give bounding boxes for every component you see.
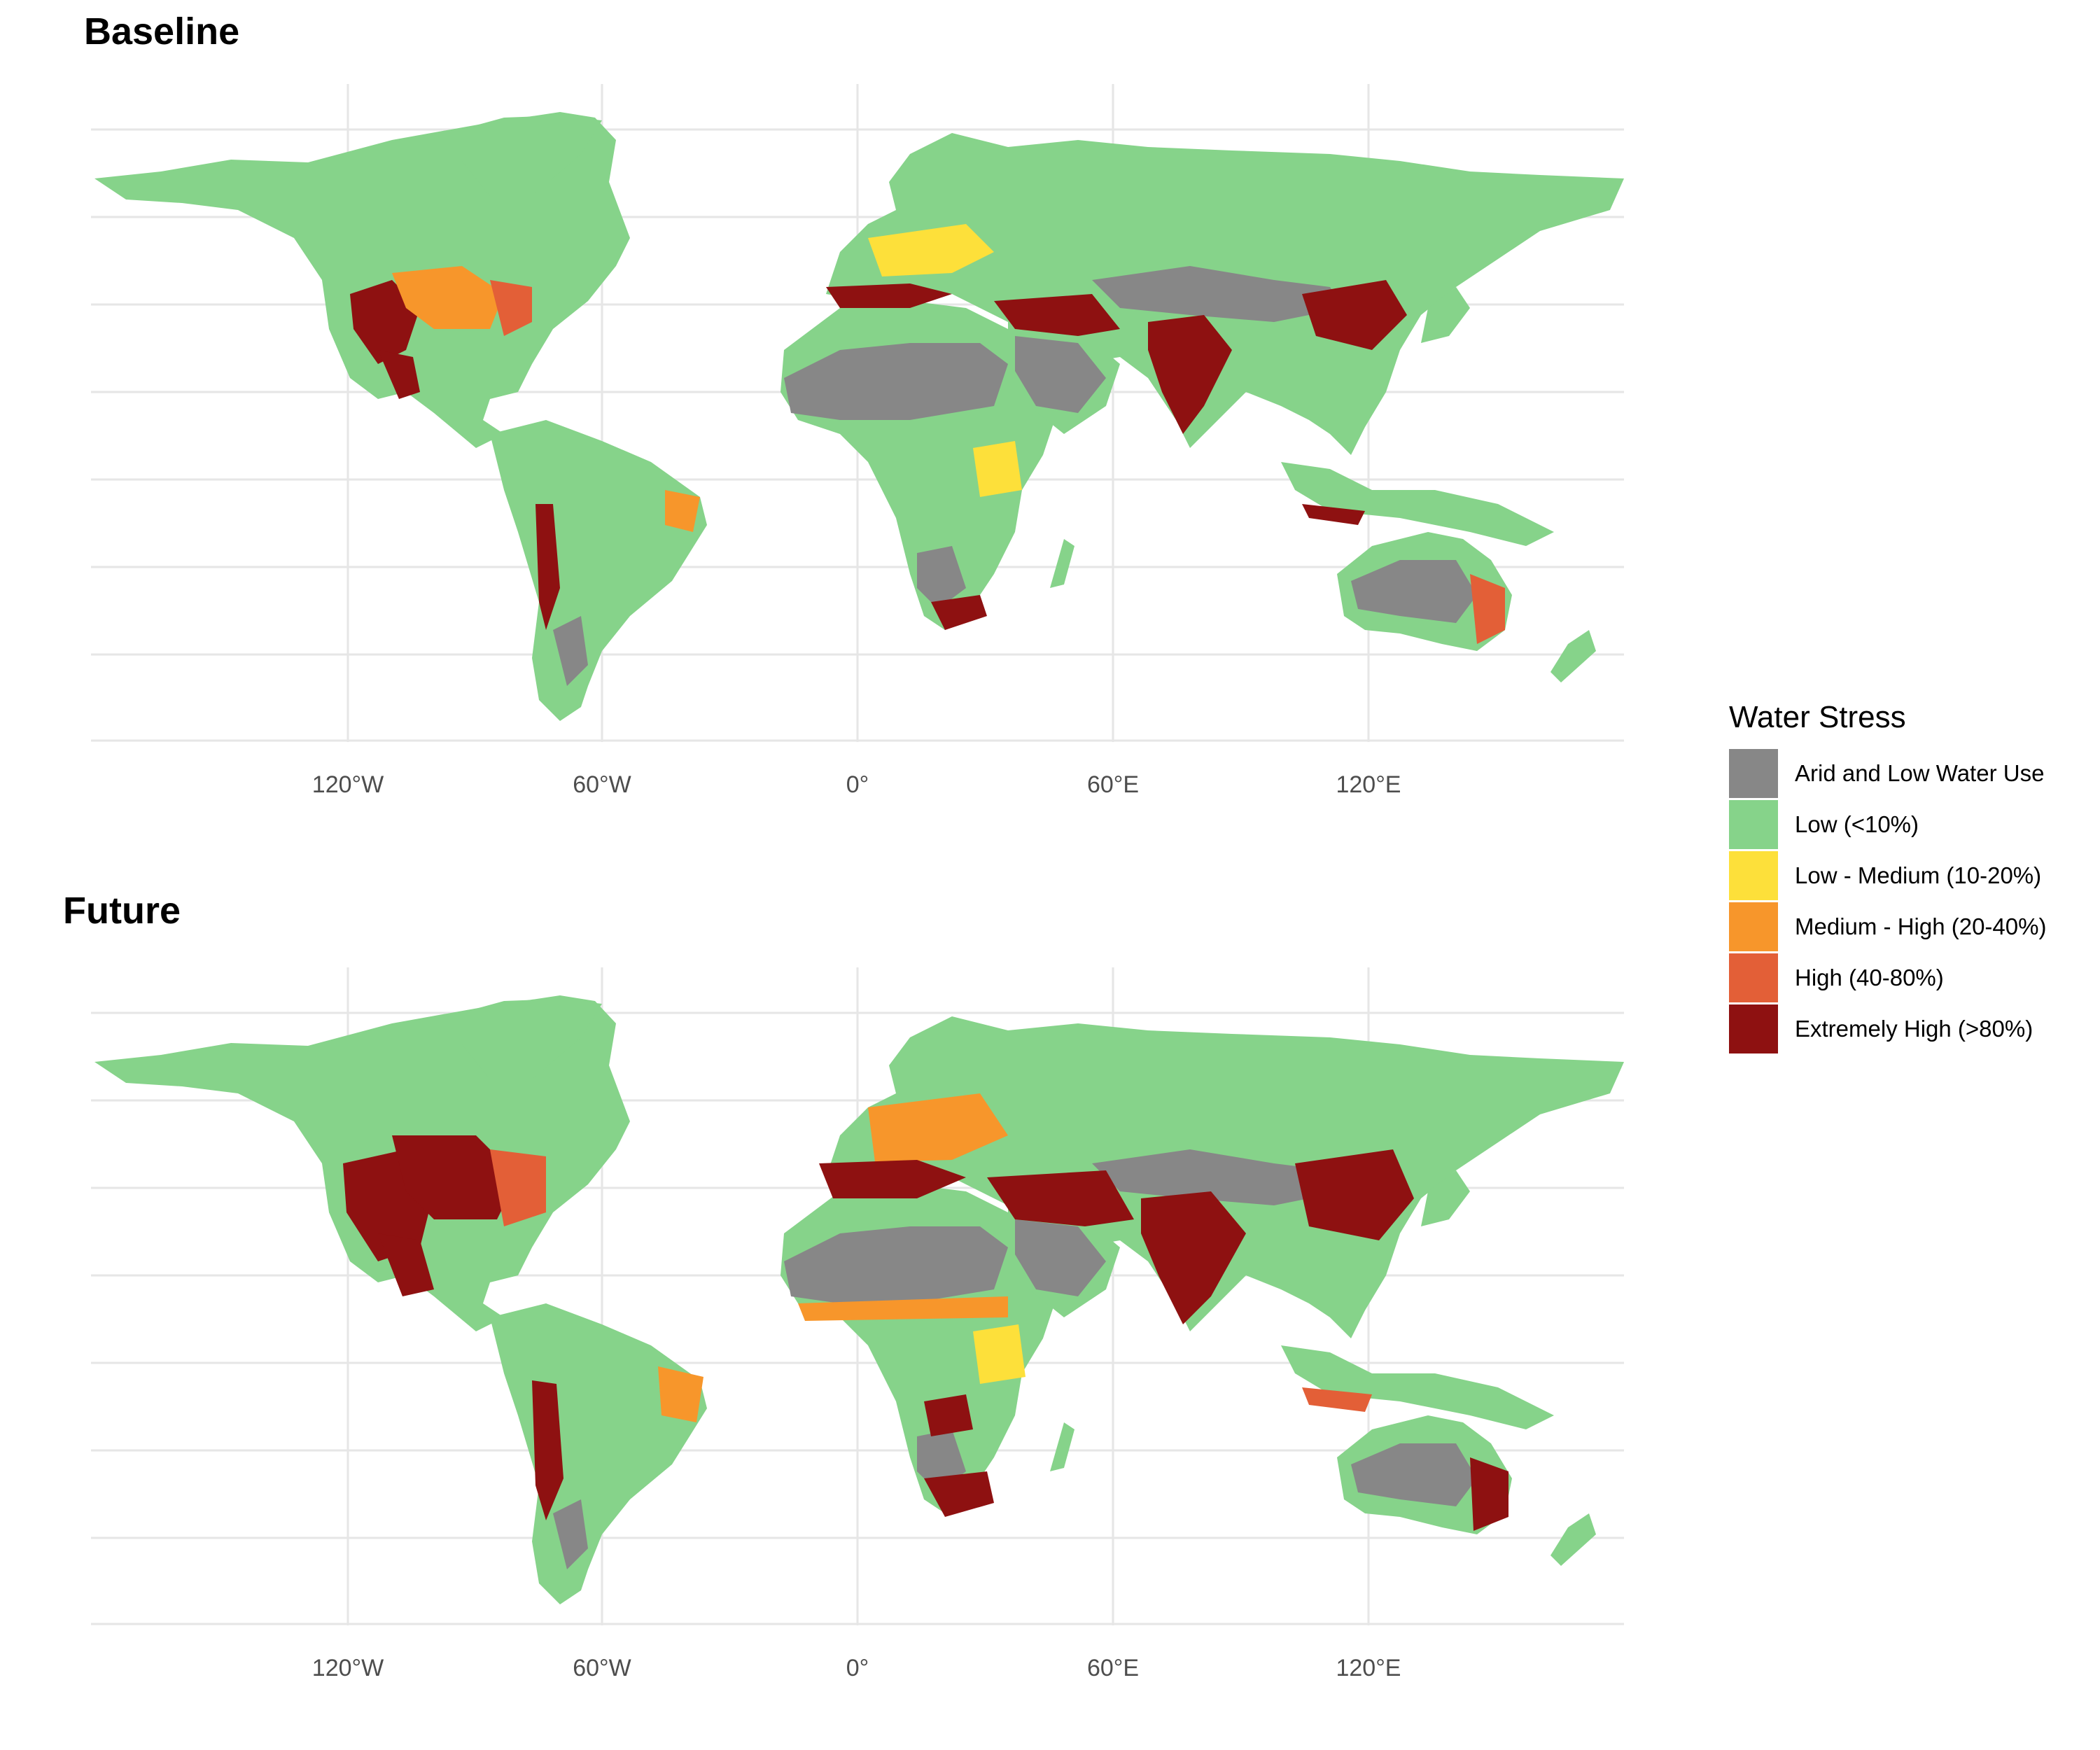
us-east-stress [490,280,532,336]
baseline-panel-title: Baseline [84,10,240,52]
brazil-east-stress [658,1366,704,1422]
x-tick-label: 60°W [573,771,631,798]
x-tick-label: 0° [846,1655,869,1681]
legend-title: Water Stress [1729,700,1906,734]
india-stress [1148,315,1232,434]
brazil-east-stress [665,490,700,532]
legend-label: Low (<10%) [1795,811,1919,837]
x-tick-label: 120°W [312,771,384,798]
australia-east-stress [1470,574,1505,644]
legend: Water Stress Arid and Low Water Use Low … [1729,700,2046,1054]
sahel-stress [798,1296,1008,1321]
legend-swatch [1729,799,1778,849]
x-tick-label: 60°W [573,1655,631,1681]
legend-item: Low (<10%) [1729,799,2046,850]
japan-shape [1421,287,1470,343]
new-zealand-shape [1550,630,1596,682]
legend-label: Arid and Low Water Use [1795,760,2045,786]
legend-label: High (40-80%) [1795,964,1944,990]
east-africa-stress [973,441,1022,497]
patagonia-arid [553,616,588,686]
x-tick-label: 120°E [1336,1655,1401,1681]
future-panel-title: Future [63,890,181,932]
madagascar-shape [1050,539,1074,588]
australia-arid [1351,1443,1477,1506]
indonesia-stress [1302,1387,1372,1412]
future-x-axis: 120°W 60°W 0° 60°E 120°E [312,1655,1401,1681]
south-america-shape [490,1303,707,1604]
australia-east-stress [1470,1457,1508,1531]
us-plains-stress [392,266,504,329]
legend-item: High (40-80%) [1729,952,2046,1003]
legend-swatch [1729,748,1778,798]
us-west-stress [350,280,420,364]
kalahari-arid [917,546,966,609]
southeast-asia-islands [1281,462,1554,546]
new-zealand-shape [1550,1513,1596,1566]
south-africa-stress [931,595,987,630]
mediterranean-stress [826,284,952,308]
central-asia-arid [1092,266,1344,322]
legend-label: Medium - High (20-40%) [1795,913,2047,939]
x-tick-label: 120°W [312,1655,384,1681]
sahara-arid [784,343,1008,420]
europe-stress [868,224,994,276]
mediterranean-stress [819,1160,966,1198]
southern-africa-stress [924,1394,973,1436]
x-tick-label: 60°E [1087,1655,1139,1681]
japan-shape [1421,1170,1470,1226]
us-plains-stress [392,1135,518,1219]
central-asia-arid [1092,1149,1344,1205]
legend-label: Low - Medium (10-20%) [1795,862,2042,888]
mexico-stress [378,350,420,399]
sahara-arid [784,1226,1008,1303]
baseline-x-axis: 120°W 60°W 0° 60°E 120°E [312,771,1401,798]
chile-stress [536,504,560,630]
legend-item: Medium - High (20-40%) [1729,901,2046,952]
south-africa-stress [924,1471,994,1517]
europe-stress [868,1093,1008,1162]
indonesia-stress [1302,504,1365,525]
india-stress [1141,1191,1246,1324]
southeast-asia-islands [1281,1345,1554,1429]
legend-item: Arid and Low Water Use [1729,748,2046,799]
legend-swatch [1729,850,1778,900]
australia-arid [1351,560,1477,623]
legend-item: Extremely High (>80%) [1729,1003,2046,1054]
x-tick-label: 0° [846,771,869,798]
us-east-stress [490,1149,546,1226]
future-land [94,995,1624,1604]
baseline-map: 120°W 60°W 0° 60°E 120°E [91,84,1624,798]
madagascar-shape [1050,1422,1074,1471]
legend-item: Low - Medium (10-20%) [1729,850,2046,901]
middle-east-stress [987,1170,1134,1226]
arabia-arid [1015,1219,1106,1296]
x-tick-label: 120°E [1336,771,1401,798]
east-africa-stress [973,1324,1026,1384]
chile-stress [532,1380,564,1520]
middle-east-stress [994,294,1120,336]
arabia-arid [1015,336,1106,413]
greenland-shape [448,115,602,231]
mexico-stress [378,1233,434,1296]
china-stress [1295,1149,1414,1240]
legend-swatch [1729,902,1778,951]
x-tick-label: 60°E [1087,771,1139,798]
greenland-shape [448,999,602,1114]
legend-label: Extremely High (>80%) [1795,1015,2033,1042]
patagonia-arid [553,1499,588,1569]
china-stress [1302,280,1407,350]
baseline-land [94,112,1624,721]
legend-swatch [1729,1004,1778,1054]
south-america-shape [490,420,707,721]
legend-swatch [1729,953,1778,1002]
